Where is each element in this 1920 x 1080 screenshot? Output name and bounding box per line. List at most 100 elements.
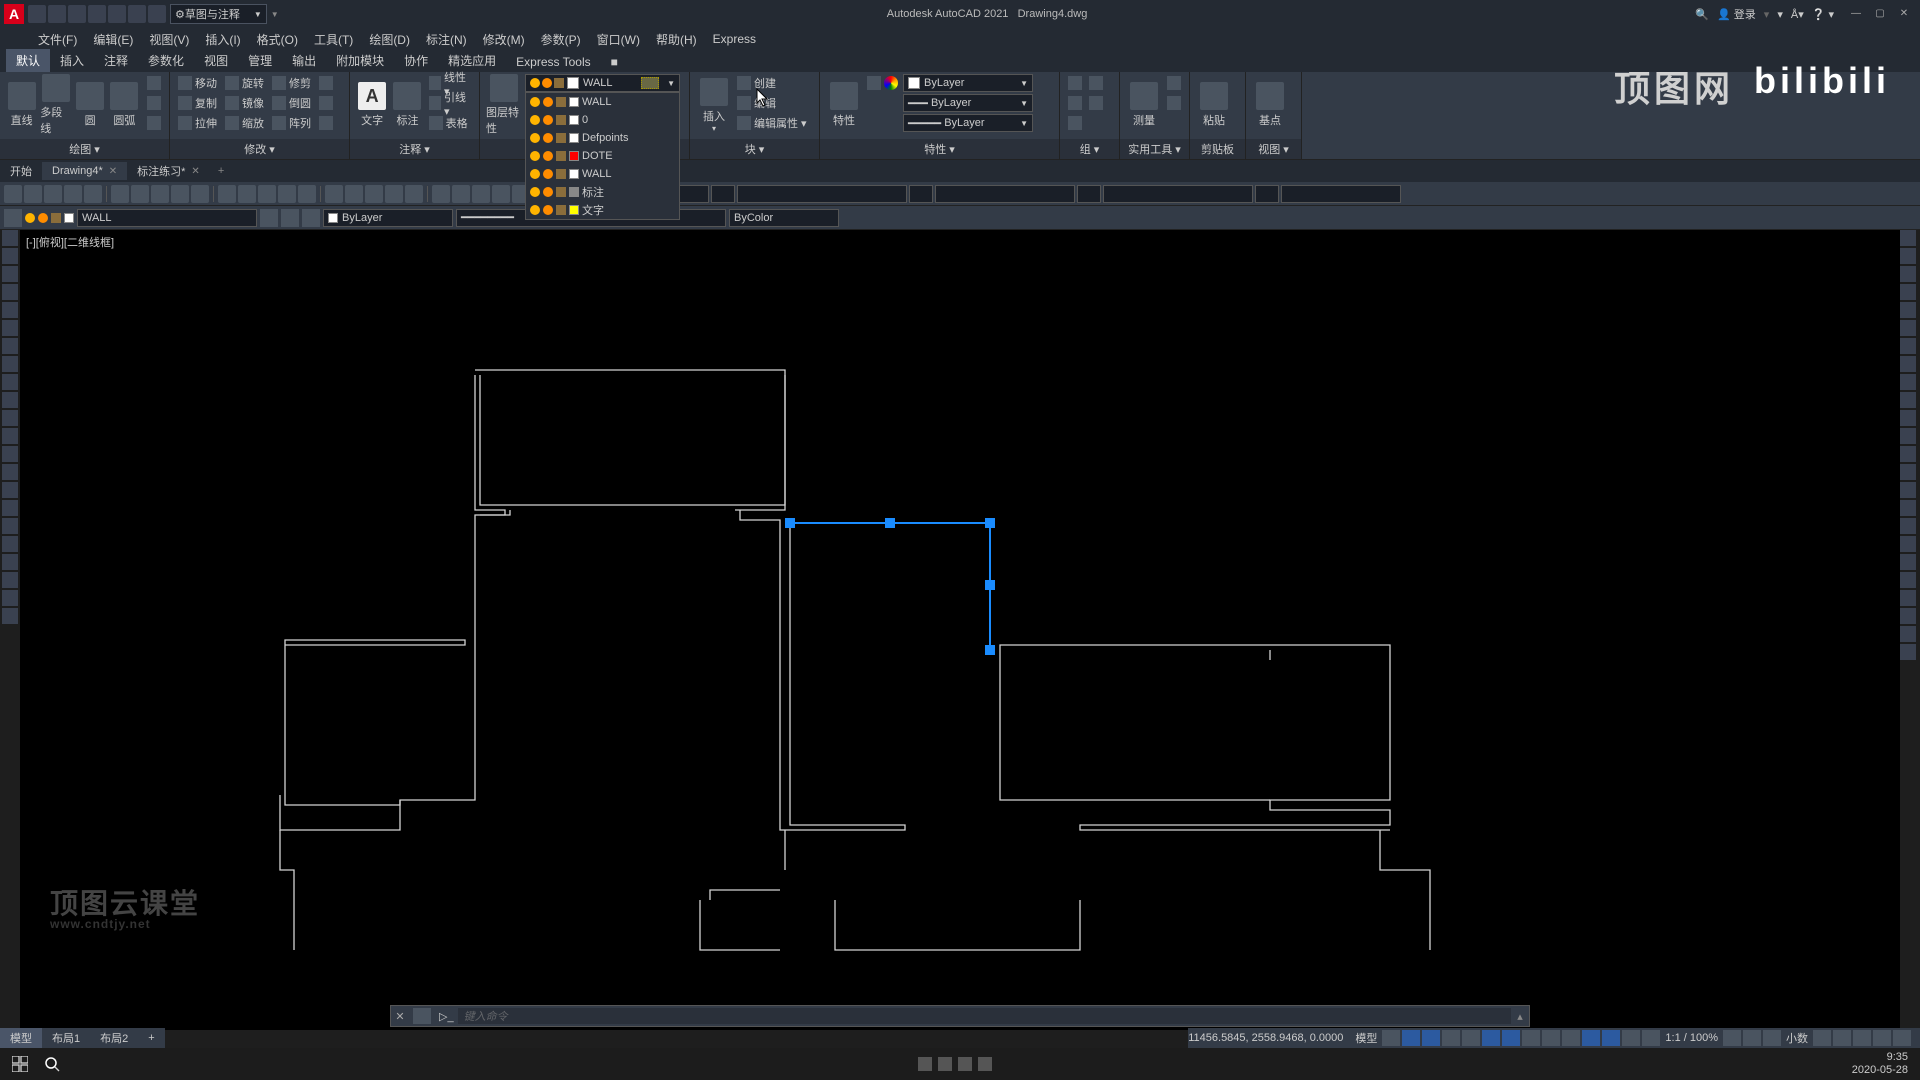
toolbar-icon[interactable] [345,185,363,203]
line-button[interactable]: 直线 [6,74,37,136]
toolbar-combo[interactable] [1255,185,1279,203]
toolbar-icon[interactable] [385,185,403,203]
coordinates[interactable]: 11456.5845, 2558.9468, 0.0000 [1188,1032,1343,1044]
layer-option[interactable]: 文字 [526,201,679,219]
leader-button[interactable]: 引线 ▾ [427,94,473,112]
circle-button[interactable]: 圆 [75,74,106,136]
draw-tool-icon[interactable] [2,338,18,354]
draw-tool-icon[interactable] [2,482,18,498]
toolbar-icon[interactable] [4,185,22,203]
modify-button[interactable]: 拉伸 [176,114,219,132]
draw-extra-3[interactable] [145,114,163,132]
draw-extra-2[interactable] [145,94,163,112]
nav-tool-icon[interactable] [1900,302,1916,318]
nav-tool-icon[interactable] [1900,230,1916,246]
draw-tool-icon[interactable] [2,266,18,282]
nav-tool-icon[interactable] [1900,266,1916,282]
iso-toggle-2[interactable] [1873,1030,1891,1046]
qat-plot-icon[interactable] [108,5,126,23]
toolbar-icon[interactable] [191,185,209,203]
match-props-button[interactable]: 特性 [826,74,862,136]
ribbon-tab[interactable]: 参数化 [138,49,194,72]
layer-dropdown[interactable]: WALL0DefpointsDOTEWALL标注文字 [525,92,680,220]
toolbar-combo[interactable] [1281,185,1401,203]
document-tab[interactable]: 开始 [0,160,42,182]
document-tab[interactable]: Drawing4*✕ [42,162,127,180]
new-tab-button[interactable]: + [210,165,232,177]
search-icon[interactable]: 🔍 [1695,8,1709,21]
modify-button[interactable]: 镜像 [223,94,266,112]
layer-prev-icon[interactable] [281,209,299,227]
text-button[interactable]: A文字 [356,74,388,136]
panel-title[interactable]: 注释 ▾ [350,139,479,159]
draw-tool-icon[interactable] [2,248,18,264]
menu-item[interactable]: 插入(I) [197,29,248,50]
hw-toggle[interactable] [1833,1030,1851,1046]
panel-title[interactable]: 特性 ▾ [820,139,1059,159]
space-mode[interactable]: 模型 [1355,1030,1377,1046]
draw-tool-icon[interactable] [2,392,18,408]
arc-button[interactable]: 圆弧 [109,74,140,136]
menu-item[interactable]: 窗口(W) [589,29,648,50]
layer-states-icon[interactable] [302,209,320,227]
nav-tool-icon[interactable] [1900,392,1916,408]
edit-attr-button[interactable]: 编辑属性 ▾ [735,114,809,132]
app-logo[interactable]: A [4,4,24,24]
nav-tool-icon[interactable] [1900,572,1916,588]
close-button[interactable]: ✕ [1892,4,1916,24]
autodesk-icon[interactable]: Å▾ [1791,8,1804,21]
draw-tool-icon[interactable] [2,590,18,606]
search-button[interactable] [36,1050,68,1078]
toolbar-combo[interactable] [909,185,933,203]
dyn-toggle[interactable] [1502,1030,1520,1046]
menu-item[interactable]: 视图(V) [141,29,197,50]
modify-button[interactable]: 缩放 [223,114,266,132]
qat-open-icon[interactable] [48,5,66,23]
otrack-toggle[interactable] [1482,1030,1500,1046]
layer-option[interactable]: DOTE [526,147,679,165]
menu-item[interactable]: 编辑(E) [85,29,141,50]
panel-title[interactable]: 块 ▾ [690,139,819,159]
toolbar-icon[interactable] [298,185,316,203]
am-toggle-2[interactable] [1763,1030,1781,1046]
draw-extra-1[interactable] [145,74,163,92]
toolbar-icon[interactable] [325,185,343,203]
modify-button[interactable]: 阵列 [270,114,313,132]
draw-tool-icon[interactable] [2,356,18,372]
add-layout-button[interactable]: + [138,1030,164,1046]
layer-properties-button[interactable]: 图层特性 [486,74,522,136]
nav-tool-icon[interactable] [1900,428,1916,444]
start-button[interactable] [4,1050,36,1078]
toolbar-icon[interactable] [84,185,102,203]
toolbar-icon[interactable] [218,185,236,203]
polar-toggle[interactable] [1442,1030,1460,1046]
nav-tool-icon[interactable] [1900,536,1916,552]
menu-item[interactable]: 文件(F) [30,29,85,50]
ribbon-tab[interactable]: 附加模块 [326,49,394,72]
modify-button[interactable]: 复制 [176,94,219,112]
ribbon-tab[interactable]: 输出 [282,49,326,72]
dim-button[interactable]: 标注 [391,74,423,136]
maximize-button[interactable]: ▢ [1868,4,1892,24]
modify-button[interactable]: 旋转 [223,74,266,92]
scale-label[interactable]: 1:1 / 100% [1665,1032,1718,1044]
nav-tool-icon[interactable] [1900,356,1916,372]
qat-redo-icon[interactable] [148,5,166,23]
color-combo[interactable]: ByLayer▼ [903,74,1033,92]
command-input[interactable]: 键入命令 [458,1008,1511,1024]
nav-tool-icon[interactable] [1900,338,1916,354]
ribbon-tab[interactable]: 协作 [394,49,438,72]
draw-tool-icon[interactable] [2,320,18,336]
nav-tool-icon[interactable] [1900,284,1916,300]
draw-tool-icon[interactable] [2,518,18,534]
sc-toggle[interactable] [1582,1030,1600,1046]
toolbar-combo[interactable] [737,185,907,203]
toolbar-icon[interactable] [24,185,42,203]
nav-tool-icon[interactable] [1900,248,1916,264]
nav-tool-icon[interactable] [1900,626,1916,642]
cart-icon[interactable]: ▾ [1777,8,1783,21]
taskbar-clock[interactable]: 9:352020-05-28 [1852,1051,1916,1077]
modify-button[interactable]: 倒圆 [270,94,313,112]
insert-block-button[interactable]: 插入▾ [696,74,732,136]
ribbon-tab[interactable]: Express Tools [506,52,600,72]
